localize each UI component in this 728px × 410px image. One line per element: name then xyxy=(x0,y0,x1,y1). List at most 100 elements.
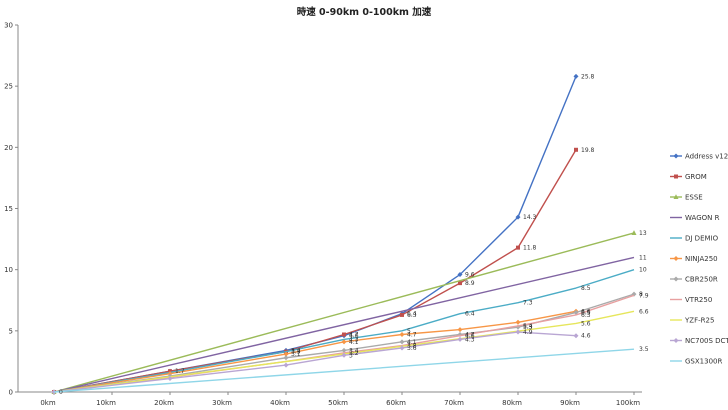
series-line-9 xyxy=(53,331,577,393)
data-label: 4.1 xyxy=(349,339,359,346)
data-point-marker xyxy=(283,355,289,361)
data-label: 4.3 xyxy=(465,336,475,343)
data-point-marker xyxy=(573,73,579,79)
legend: Address v125 GROM ESSE WAGON R DJ DEMIO NINJA… xyxy=(670,153,728,366)
data-point-marker xyxy=(399,339,405,345)
legend-label: VTR250 xyxy=(685,296,712,304)
data-point-marker xyxy=(515,329,521,335)
y-tick-label: 15 xyxy=(4,205,13,213)
series-lines xyxy=(51,73,637,395)
legend-label: ESSE xyxy=(685,194,703,202)
data-label: 3.8 xyxy=(407,343,417,350)
series-line-2 xyxy=(53,232,635,393)
data-label: 4.6 xyxy=(581,333,591,340)
data-label: 3.3 xyxy=(291,349,301,356)
data-label: 3.4 xyxy=(349,347,359,354)
y-tick-label: 25 xyxy=(4,83,13,91)
data-label: 4.6 xyxy=(349,333,359,340)
x-tick-label: 20km xyxy=(154,399,174,407)
data-point-marker xyxy=(515,319,521,325)
data-label: 14.3 xyxy=(523,214,537,221)
x-tick-label: 100km xyxy=(616,399,640,407)
data-point-marker xyxy=(167,376,173,382)
data-label: 25.8 xyxy=(581,73,595,80)
data-label: 0 xyxy=(59,389,63,396)
data-label: 4.7 xyxy=(349,332,359,339)
data-label: 3.5 xyxy=(639,346,649,353)
data-label: 3 xyxy=(349,352,353,359)
x-tick-label: 70km xyxy=(444,399,464,407)
data-labels: 25.819.814.311.81311108.587.97.36.66.66.… xyxy=(59,73,649,396)
x-tick-label: 60km xyxy=(386,399,406,407)
data-label: 6.6 xyxy=(639,308,649,315)
x-tick-label: 0km xyxy=(40,399,56,407)
data-label: 8.9 xyxy=(465,280,475,287)
data-point-marker xyxy=(573,333,579,339)
data-label: 3.6 xyxy=(407,345,417,352)
data-label: 8 xyxy=(639,291,643,298)
series-line-4 xyxy=(53,268,635,393)
data-label: 6.4 xyxy=(465,311,475,318)
data-point-marker xyxy=(283,351,289,357)
y-tick-label: 5 xyxy=(9,327,13,335)
series-line-5 xyxy=(53,310,577,393)
data-label: 4.3 xyxy=(349,336,359,343)
x-tick-label: 90km xyxy=(560,399,580,407)
legend-label: Address v125 xyxy=(685,153,728,161)
series-line-10 xyxy=(53,348,635,393)
chart-title: 時速 0-90km 0-100km 加速 xyxy=(297,6,432,18)
data-point-marker xyxy=(631,230,637,235)
legend-label: DJ DEMIO xyxy=(685,235,719,243)
data-point-marker xyxy=(341,347,347,353)
data-label: 11 xyxy=(639,254,647,261)
legend-label: GROM xyxy=(685,173,707,181)
legend-label: GSX1300R xyxy=(685,358,722,366)
x-tick-label: 50km xyxy=(328,399,348,407)
data-label: 11.8 xyxy=(523,245,537,252)
data-point-marker xyxy=(516,245,520,250)
data-label: 6.3 xyxy=(581,312,591,319)
data-point-marker xyxy=(399,345,405,351)
data-point-marker xyxy=(574,147,578,152)
legend-marker xyxy=(673,153,679,159)
data-label: 8.5 xyxy=(581,285,591,292)
data-label: 6.6 xyxy=(581,308,591,315)
series-line-1 xyxy=(53,149,577,393)
data-label: 13 xyxy=(639,230,647,237)
data-label: 9.6 xyxy=(465,272,475,279)
legend-label: NC700S DCT xyxy=(685,337,728,345)
legend-label: WAGON R xyxy=(685,214,720,222)
data-label: 4.7 xyxy=(465,332,475,339)
x-tick-label: 30km xyxy=(212,399,232,407)
data-point-marker xyxy=(515,214,521,220)
y-tick-label: 10 xyxy=(4,266,13,274)
data-label: 5 xyxy=(407,328,411,335)
y-tick-label: 30 xyxy=(4,22,13,30)
data-label: 7.9 xyxy=(639,292,649,299)
data-label: 3.1 xyxy=(291,351,301,358)
y-tick-label: 0 xyxy=(9,389,13,397)
data-point-marker xyxy=(283,362,289,368)
data-label: 6.4 xyxy=(407,311,417,318)
data-label: 1.7 xyxy=(175,368,185,375)
data-label: 3.2 xyxy=(349,350,359,357)
data-point-marker xyxy=(457,327,463,333)
data-label: 4.9 xyxy=(523,329,533,336)
data-label: 19.8 xyxy=(581,147,595,154)
data-point-marker xyxy=(400,312,404,317)
data-label: 6.5 xyxy=(581,309,591,316)
legend-marker xyxy=(673,338,679,343)
x-tick-label: 80km xyxy=(502,399,522,407)
legend-marker xyxy=(674,174,678,179)
data-point-marker xyxy=(573,309,579,315)
data-point-marker xyxy=(458,281,462,286)
legend-label: YZF-R25 xyxy=(684,317,714,325)
legend-marker xyxy=(673,194,679,199)
data-label: 6.3 xyxy=(407,312,417,319)
data-point-marker xyxy=(342,332,346,337)
series-line-3 xyxy=(53,256,635,393)
legend-label: NINJA250 xyxy=(685,255,718,263)
